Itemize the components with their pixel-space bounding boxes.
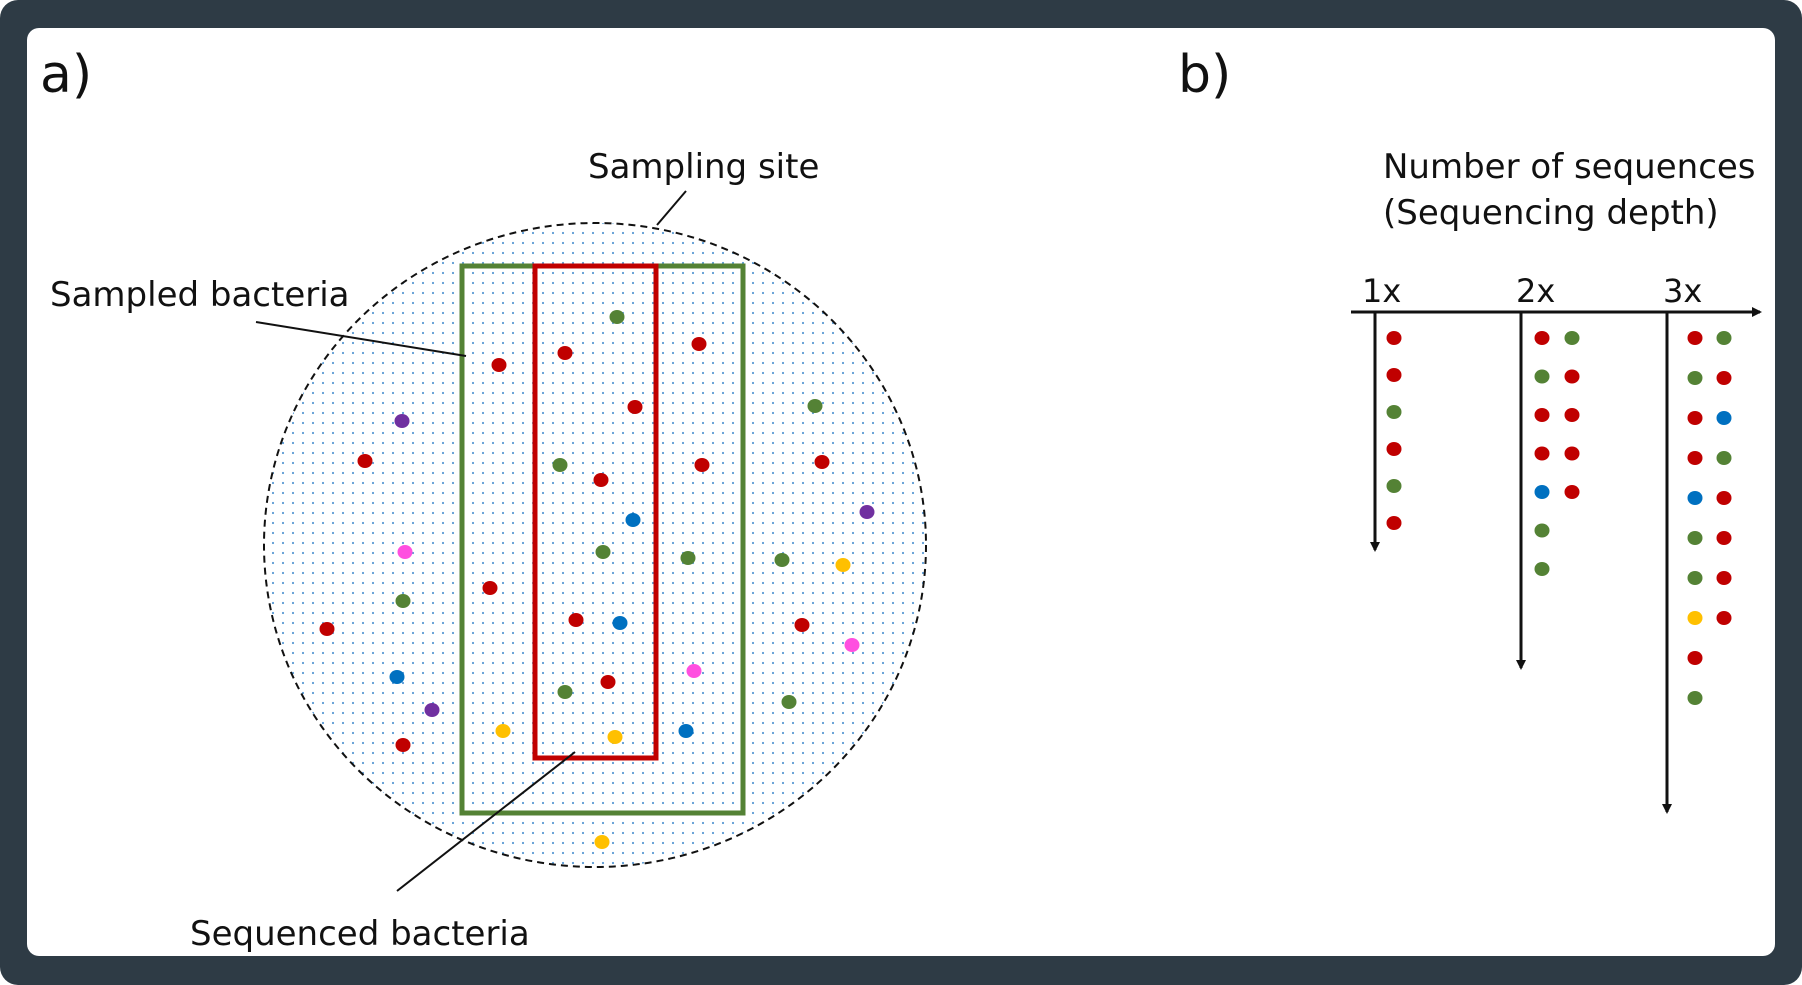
sequence-read-green	[1687, 691, 1703, 705]
bacterium-green	[680, 551, 696, 565]
sequence-read-red	[1534, 331, 1550, 345]
bacterium-pink	[844, 638, 860, 652]
bacterium-red	[568, 613, 584, 627]
depth-label-2x: 2x	[1516, 272, 1555, 310]
bacterium-purple	[424, 703, 440, 717]
bacterium-red	[482, 581, 498, 595]
panel-b: b) Number of sequences (Sequencing depth…	[1178, 45, 1762, 814]
panel-b-label: b)	[1178, 45, 1231, 105]
bacterium-red	[691, 337, 707, 351]
bacterium-red	[557, 346, 573, 360]
sequence-read-green	[1534, 369, 1550, 384]
sequence-read-red	[1687, 411, 1703, 425]
bacterium-pink	[686, 664, 702, 678]
sequence-read-red	[1716, 571, 1732, 585]
sequence-read-red	[1564, 446, 1580, 461]
bacterium-red	[319, 622, 335, 636]
bacterium-blue	[612, 616, 628, 630]
sequence-read-red	[1564, 369, 1580, 384]
sequence-read-red	[1534, 446, 1550, 461]
sequence-read-green	[1534, 523, 1550, 538]
sequence-read-red	[1716, 611, 1732, 625]
bacterium-red	[395, 738, 411, 752]
sequenced-bacteria-label: Sequenced bacteria	[190, 914, 530, 954]
sampled-bacteria-label: Sampled bacteria	[50, 275, 350, 315]
bacterium-green	[395, 594, 411, 608]
sequence-read-red	[1687, 651, 1703, 665]
sequence-read-blue	[1534, 485, 1550, 499]
sequence-read-red	[1386, 516, 1402, 530]
sampled-bacteria-pointer	[255, 321, 467, 357]
bacterium-blue	[678, 724, 694, 738]
bacterium-green	[557, 685, 573, 699]
sequence-read-green	[1687, 371, 1703, 385]
sequence-read-blue	[1687, 491, 1703, 505]
sequenced-bacteria-box	[532, 263, 659, 761]
bacterium-blue	[389, 670, 405, 684]
sequence-read-green	[1386, 405, 1402, 419]
bacterium-red	[600, 675, 616, 689]
sequence-read-red	[1564, 408, 1580, 422]
sampling-site-pointer	[656, 190, 687, 226]
depth-group: 1x 2x 3x	[1362, 272, 1732, 814]
sampling-site-circle	[263, 222, 927, 868]
sequence-read-red	[1716, 491, 1732, 505]
depth-label-3x: 3x	[1663, 272, 1702, 310]
sequence-read-red	[1386, 331, 1402, 345]
bacterium-green	[807, 399, 823, 413]
sequence-read-green	[1534, 562, 1550, 576]
sequence-read-red	[1716, 371, 1732, 385]
bacterium-green	[609, 310, 625, 324]
sequence-read-red	[1687, 331, 1703, 345]
panel-a: a) Sampling site Sampled bacteria Sequen…	[40, 45, 927, 954]
sequence-read-red	[1687, 451, 1703, 465]
bacterium-blue	[625, 513, 641, 527]
depth-title-line2: (Sequencing depth)	[1383, 193, 1719, 233]
bacterium-pink	[397, 545, 413, 559]
sequence-read-yellow	[1687, 611, 1703, 625]
bacterium-red	[794, 618, 810, 632]
sequence-read-red	[1534, 408, 1550, 422]
bacterium-green	[552, 458, 568, 472]
depth-label-1x: 1x	[1362, 272, 1401, 310]
bacterium-red	[357, 454, 373, 468]
sequence-read-green	[1687, 531, 1703, 545]
sequence-read-green	[1716, 451, 1732, 465]
bacterium-red	[491, 358, 507, 372]
sequence-read-green	[1564, 331, 1580, 345]
sequence-read-green	[1687, 571, 1703, 585]
sequence-read-green	[1716, 331, 1732, 345]
sequence-read-blue	[1716, 411, 1732, 425]
bacterium-red	[593, 473, 609, 487]
bacterium-purple	[394, 414, 410, 428]
bacterium-green	[595, 545, 611, 559]
bacterium-purple	[859, 505, 875, 519]
bacterium-red	[814, 455, 830, 469]
sequence-read-red	[1386, 442, 1402, 456]
bacterium-red	[694, 458, 710, 472]
bacterium-green	[781, 695, 797, 709]
sequence-read-red	[1716, 531, 1732, 545]
bacterium-yellow	[835, 558, 851, 572]
bacteria-group	[319, 310, 875, 849]
sampling-site-label: Sampling site	[588, 147, 819, 187]
depth-title-line1: Number of sequences	[1383, 147, 1756, 187]
sequence-read-green	[1386, 479, 1402, 493]
bacterium-green	[774, 553, 790, 567]
bacterium-yellow	[607, 730, 623, 744]
sequence-read-red	[1386, 368, 1402, 382]
sequence-read-red	[1564, 485, 1580, 499]
panel-a-label: a)	[40, 45, 92, 105]
sequenced-bacteria-pointer	[396, 751, 576, 892]
bacterium-yellow	[594, 835, 610, 849]
bacterium-red	[627, 400, 643, 414]
bacterium-yellow	[495, 724, 511, 738]
